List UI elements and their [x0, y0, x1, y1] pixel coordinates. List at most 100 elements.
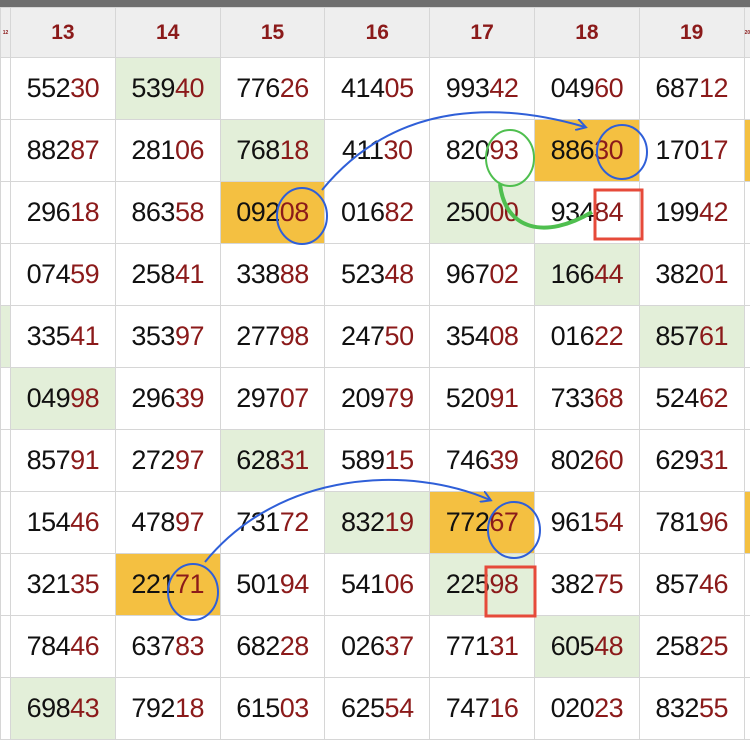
number-prefix: 882	[26, 135, 71, 165]
number-prefix: 258	[655, 631, 699, 661]
number-prefix: 092	[236, 197, 280, 227]
number-prefix: 802	[550, 445, 595, 475]
number-prefix: 682	[236, 631, 280, 661]
column-header-17: 17	[429, 7, 535, 58]
result-cell: 86358	[114, 181, 221, 244]
number-suffix: 94	[279, 569, 310, 599]
number-prefix: 354	[445, 321, 490, 351]
number-prefix: 209	[340, 383, 385, 413]
result-cell: 15446	[10, 491, 116, 554]
number-prefix: 733	[550, 383, 595, 413]
number-suffix: 79	[384, 383, 415, 413]
number-prefix: 335	[26, 321, 71, 351]
number-suffix: 17	[698, 135, 729, 165]
number-prefix: 832	[655, 693, 699, 723]
number-prefix: 272	[131, 445, 175, 475]
number-prefix: 170	[655, 135, 699, 165]
result-cell: 82093	[429, 119, 535, 182]
column-header-18: 18	[533, 7, 640, 58]
table-row: 15446 47897 73172 83219 77267 96154 78196	[0, 491, 750, 554]
result-cell: 41405	[324, 57, 431, 120]
result-cell: 50194	[219, 553, 326, 616]
number-suffix: 48	[384, 259, 415, 289]
number-suffix: 60	[594, 445, 624, 475]
result-cell: 35397	[114, 305, 221, 368]
number-prefix: 166	[550, 259, 595, 289]
number-prefix: 731	[236, 507, 280, 537]
result-cell	[743, 243, 750, 306]
result-cell: 04998	[10, 367, 116, 430]
result-cell	[743, 367, 750, 430]
result-cell	[743, 57, 750, 120]
number-prefix: 353	[131, 321, 175, 351]
result-cell: 77131	[429, 615, 535, 678]
number-suffix: 50	[384, 321, 415, 351]
number-prefix: 589	[340, 445, 385, 475]
number-prefix: 961	[550, 507, 595, 537]
result-cell: 73172	[219, 491, 326, 554]
number-prefix: 698	[26, 693, 71, 723]
number-suffix: 71	[174, 569, 205, 599]
number-suffix: 96	[698, 507, 729, 537]
number-suffix: 88	[279, 259, 310, 289]
result-cell: 62831	[219, 429, 326, 492]
number-suffix: 15	[384, 445, 415, 475]
table-row: 07459 25841 33888 52348 96702 16644 38201	[0, 243, 750, 306]
result-cell: 19942	[638, 181, 745, 244]
number-prefix: 049	[550, 73, 595, 103]
number-suffix: 98	[489, 569, 519, 599]
result-cell: 60548	[533, 615, 640, 678]
result-cell: 29618	[10, 181, 116, 244]
number-prefix: 857	[26, 445, 71, 475]
number-prefix: 247	[340, 321, 385, 351]
result-cell	[0, 243, 11, 306]
column-header-20: 20	[743, 7, 750, 58]
number-prefix: 993	[445, 73, 490, 103]
number-suffix: 93	[489, 135, 519, 165]
number-suffix: 08	[489, 321, 519, 351]
number-suffix: 00	[489, 197, 519, 227]
table-row: 32135 22171 50194 54106 22598 38275 85746	[0, 553, 750, 616]
number-suffix: 02	[489, 259, 519, 289]
number-suffix: 67	[489, 507, 519, 537]
number-prefix: 934	[550, 197, 595, 227]
result-cell: 76818	[219, 119, 326, 182]
number-prefix: 523	[340, 259, 385, 289]
number-suffix: 98	[279, 321, 310, 351]
result-cell: 25841	[114, 243, 221, 306]
result-cell	[0, 491, 11, 554]
result-cell	[0, 367, 11, 430]
result-cell	[743, 305, 750, 368]
number-prefix: 637	[131, 631, 175, 661]
result-cell: 17017	[638, 119, 745, 182]
number-prefix: 629	[655, 445, 699, 475]
number-prefix: 297	[236, 383, 280, 413]
number-suffix: 31	[489, 631, 519, 661]
result-cell: 24750	[324, 305, 431, 368]
result-cell	[0, 677, 11, 740]
result-cell: 63783	[114, 615, 221, 678]
result-cell: 02023	[533, 677, 640, 740]
result-cell: 77267	[429, 491, 535, 554]
result-cell	[0, 181, 11, 244]
result-cell: 62554	[324, 677, 431, 740]
number-suffix: 43	[70, 693, 100, 723]
result-cell: 01622	[533, 305, 640, 368]
result-cell: 52348	[324, 243, 431, 306]
result-cell	[743, 491, 750, 554]
result-cell: 77626	[219, 57, 326, 120]
number-suffix: 62	[698, 383, 729, 413]
column-header-19: 19	[638, 7, 745, 58]
number-suffix: 22	[594, 321, 624, 351]
number-prefix: 820	[445, 135, 490, 165]
result-cell: 96702	[429, 243, 535, 306]
result-cell: 73368	[533, 367, 640, 430]
table-row: 85791 27297 62831 58915 74639 80260 62931	[0, 429, 750, 492]
table-row: 88287 28106 76818 41130 82093 88630 17017	[0, 119, 750, 182]
result-cell: 41130	[324, 119, 431, 182]
number-suffix: 97	[174, 445, 205, 475]
number-suffix: 46	[698, 569, 729, 599]
number-suffix: 91	[489, 383, 519, 413]
result-cell: 25000	[429, 181, 535, 244]
number-prefix: 863	[131, 197, 175, 227]
